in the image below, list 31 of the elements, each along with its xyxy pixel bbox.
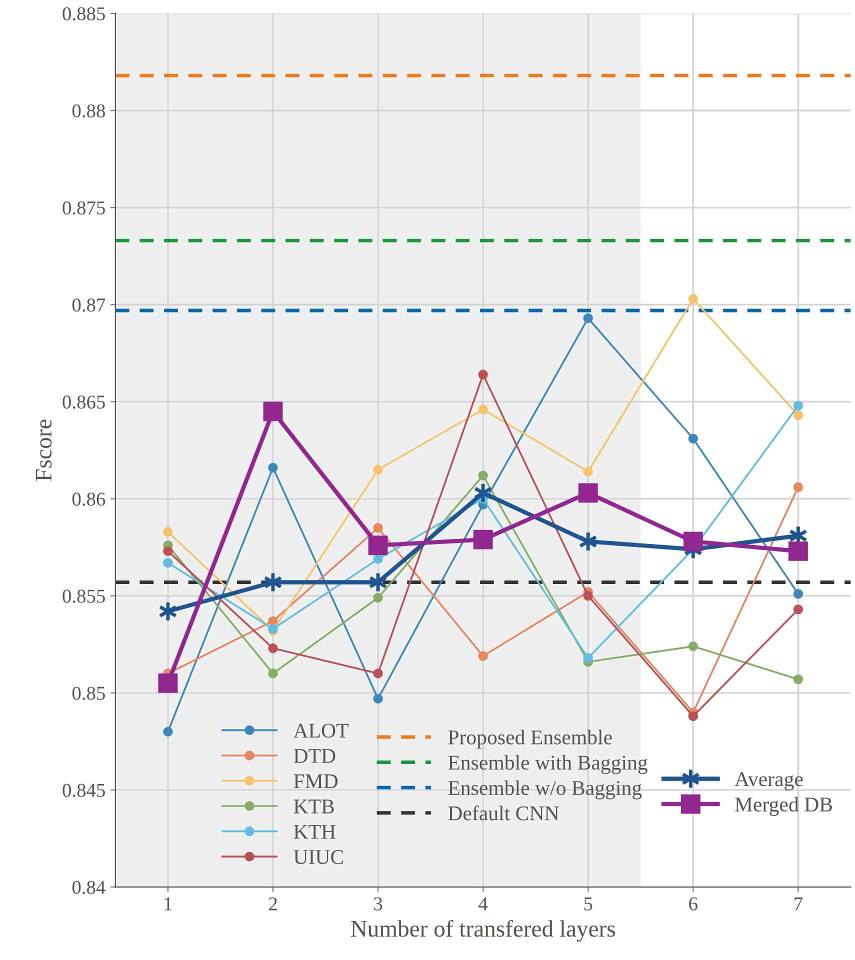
- legend-label: Proposed Ensemble: [448, 730, 612, 749]
- y-tick-label: 0.845: [62, 784, 105, 797]
- legend-label: UIUC: [294, 850, 344, 864]
- y-tick-label: 0.875: [62, 201, 105, 215]
- legend-label: KTH: [294, 824, 336, 839]
- y-tick-label: 0.885: [62, 7, 105, 20]
- legend-label: DTD: [294, 749, 336, 763]
- legend-label: FMD: [294, 774, 338, 788]
- x-tick-label: 4: [478, 897, 488, 910]
- x-tick-label: 5: [584, 898, 592, 910]
- x-tick-label: 6: [689, 897, 698, 910]
- x-tick-label: 2: [268, 897, 277, 910]
- legend-label: Ensemble w/o Bagging: [448, 780, 642, 800]
- legend-label: ALOT: [293, 724, 348, 738]
- y-axis-title: Fscore: [36, 420, 52, 482]
- legend-label: Ensemble with Bagging: [448, 755, 648, 774]
- x-tick-label: 3: [374, 897, 382, 910]
- y-tick-label: 0.855: [62, 590, 105, 603]
- x-tick-label: 1: [164, 897, 172, 910]
- y-tick-label: 0.85: [72, 686, 105, 700]
- y-tick-label: 0.87: [72, 298, 106, 312]
- x-tick-label: 7: [794, 898, 803, 910]
- y-tick-label: 0.86: [72, 492, 106, 506]
- y-tick-label: 0.84: [72, 880, 106, 894]
- legend-label: Default CNN: [448, 806, 559, 820]
- legend-label: Merged DB: [735, 796, 832, 816]
- x-axis-title: Number of transfered layers: [350, 920, 615, 942]
- legend-label: KTB: [294, 800, 334, 814]
- y-tick-label: 0.88: [72, 104, 105, 118]
- y-tick-label: 0.865: [62, 396, 105, 409]
- legend-label: Average: [734, 772, 803, 791]
